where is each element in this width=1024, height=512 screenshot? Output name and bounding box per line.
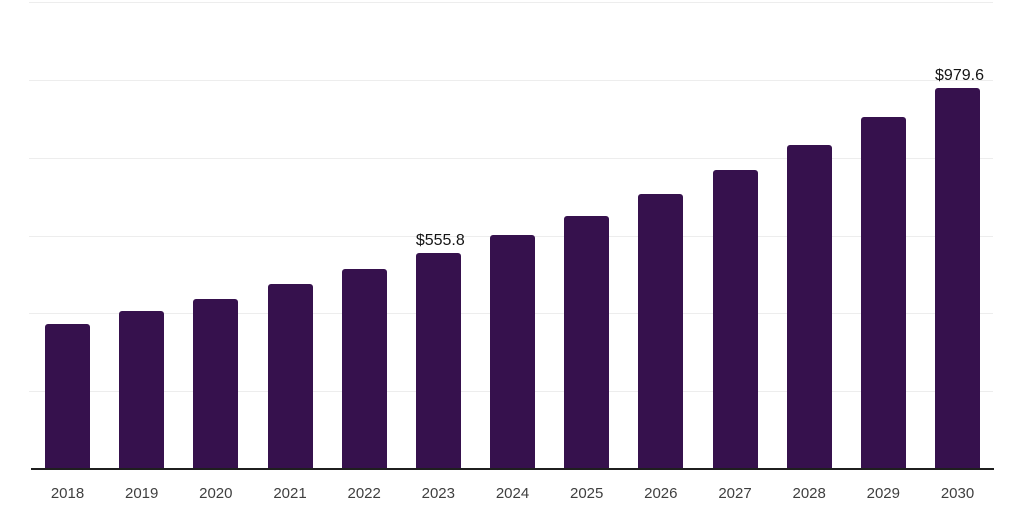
gridline-1200	[29, 2, 993, 3]
bar-2029	[860, 116, 906, 469]
bar-2027	[712, 169, 758, 469]
x-tick-label-2026: 2026	[644, 485, 678, 502]
bar-2023	[415, 252, 461, 469]
x-tick-label-2029: 2029	[866, 485, 900, 502]
gridline-800	[29, 157, 993, 159]
bar-2024	[490, 234, 535, 469]
x-tick-label-2023: 2023	[421, 485, 455, 502]
x-axis-line	[31, 468, 994, 470]
x-tick-label-2027: 2027	[718, 485, 752, 502]
bar-2018	[45, 323, 90, 469]
x-tick-label-2025: 2025	[570, 485, 604, 502]
x-tick-label-2024: 2024	[495, 485, 530, 502]
bar-2028	[786, 144, 832, 469]
value-label-2030: $979.6	[935, 66, 984, 84]
bar-2025	[564, 215, 610, 469]
bar-2019	[119, 310, 165, 469]
gridline-1000	[29, 79, 993, 81]
bar-2022	[341, 268, 387, 469]
x-tick-label-2020: 2020	[199, 485, 233, 502]
value-label-2023: $555.8	[415, 231, 465, 249]
bar-2021	[267, 283, 313, 469]
x-tick-label-2021: 2021	[273, 485, 307, 502]
bar-2020	[193, 298, 239, 469]
x-tick-label-2030: 2030	[940, 485, 975, 502]
x-tick-label-2019: 2019	[125, 485, 159, 502]
x-tick-label-2018: 2018	[50, 485, 85, 502]
bar-2026	[638, 193, 684, 469]
x-tick-label-2022: 2022	[347, 485, 381, 502]
x-tick-label-2028: 2028	[792, 485, 826, 502]
bar-2030	[935, 87, 980, 469]
